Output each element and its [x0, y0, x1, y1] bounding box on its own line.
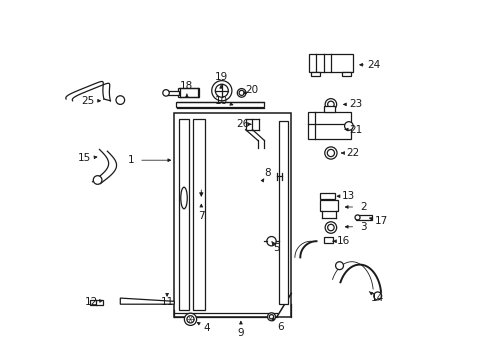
Polygon shape — [90, 300, 103, 305]
Circle shape — [267, 313, 275, 321]
Polygon shape — [323, 237, 332, 243]
Text: 21: 21 — [349, 125, 362, 135]
Circle shape — [215, 84, 228, 97]
Text: 15: 15 — [78, 153, 91, 163]
Ellipse shape — [181, 187, 187, 209]
Text: 25: 25 — [81, 96, 94, 106]
Circle shape — [237, 89, 245, 97]
Circle shape — [335, 262, 343, 270]
Circle shape — [327, 101, 333, 108]
Circle shape — [93, 176, 102, 184]
Text: 13: 13 — [342, 191, 355, 201]
Polygon shape — [320, 193, 335, 199]
Polygon shape — [167, 91, 179, 95]
Circle shape — [324, 147, 336, 159]
Polygon shape — [341, 72, 350, 76]
Text: 16: 16 — [336, 236, 349, 246]
Polygon shape — [120, 298, 174, 304]
Circle shape — [344, 122, 352, 130]
Text: 24: 24 — [366, 60, 380, 70]
Polygon shape — [179, 119, 188, 310]
Polygon shape — [176, 102, 264, 107]
Text: 19: 19 — [214, 72, 227, 82]
Text: 26: 26 — [236, 119, 249, 129]
Text: 7: 7 — [198, 211, 204, 221]
Text: 12: 12 — [85, 297, 98, 307]
Circle shape — [326, 149, 334, 157]
Polygon shape — [193, 119, 204, 310]
Polygon shape — [323, 106, 334, 112]
Polygon shape — [310, 72, 320, 76]
Text: 10: 10 — [214, 96, 227, 106]
Text: 2: 2 — [359, 202, 366, 212]
Circle shape — [266, 237, 276, 246]
Text: 1: 1 — [127, 155, 134, 165]
Polygon shape — [278, 121, 288, 304]
Polygon shape — [355, 215, 371, 220]
Circle shape — [327, 224, 333, 231]
Text: 20: 20 — [244, 85, 258, 95]
Circle shape — [354, 215, 359, 220]
Circle shape — [269, 315, 273, 319]
Circle shape — [211, 81, 231, 101]
Polygon shape — [320, 200, 337, 211]
Circle shape — [163, 90, 169, 96]
Polygon shape — [178, 88, 199, 97]
Text: 3: 3 — [359, 222, 366, 232]
Text: 5: 5 — [273, 243, 280, 253]
Text: 23: 23 — [349, 99, 362, 109]
Text: 18: 18 — [180, 81, 193, 91]
Text: 17: 17 — [374, 216, 387, 226]
Circle shape — [239, 90, 244, 95]
Text: 8: 8 — [264, 168, 271, 178]
Polygon shape — [307, 112, 350, 139]
Circle shape — [325, 99, 336, 110]
Polygon shape — [174, 113, 291, 317]
Circle shape — [325, 222, 336, 233]
Text: 6: 6 — [277, 322, 283, 332]
Circle shape — [186, 316, 194, 323]
Polygon shape — [309, 54, 352, 72]
Text: 4: 4 — [203, 323, 209, 333]
Text: 9: 9 — [237, 328, 244, 338]
Text: 22: 22 — [345, 148, 358, 158]
Text: 14: 14 — [370, 293, 384, 303]
Text: 11: 11 — [160, 297, 173, 307]
Circle shape — [184, 313, 196, 325]
Circle shape — [373, 292, 381, 300]
Circle shape — [116, 96, 124, 104]
